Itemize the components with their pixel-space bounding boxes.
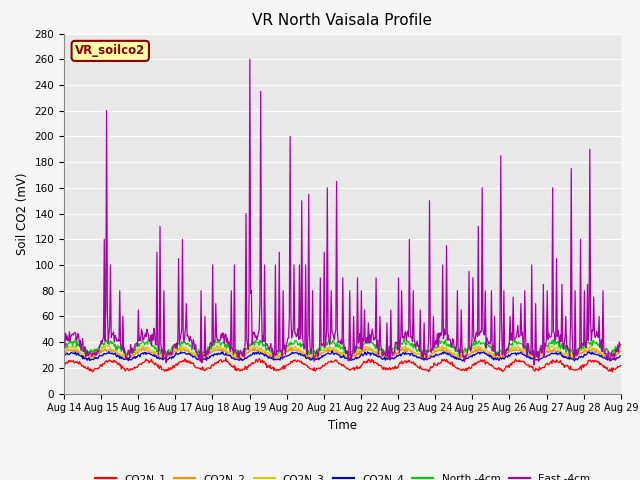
Legend: CO2N_1, CO2N_2, CO2N_3, CO2N_4, North -4cm, East -4cm: CO2N_1, CO2N_2, CO2N_3, CO2N_4, North -4… [91,470,594,480]
Title: VR North Vaisala Profile: VR North Vaisala Profile [252,13,433,28]
Text: VR_soilco2: VR_soilco2 [75,44,145,58]
X-axis label: Time: Time [328,419,357,432]
Y-axis label: Soil CO2 (mV): Soil CO2 (mV) [16,172,29,255]
